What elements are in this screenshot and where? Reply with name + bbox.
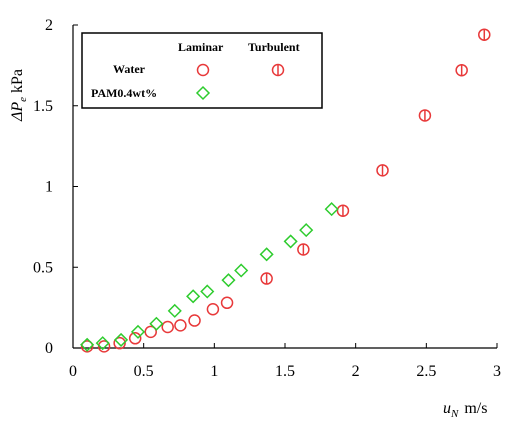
- legend-col-turbulent: Turbulent: [248, 40, 300, 54]
- y-axis-title: ΔPe kPa: [9, 69, 29, 122]
- x-axis-subscript: N: [450, 408, 459, 420]
- x-tick-label: 1: [210, 363, 218, 380]
- legend-frame: [81, 32, 323, 109]
- pam-laminar-point: [221, 273, 236, 288]
- pam-laminar-point: [259, 247, 274, 262]
- water-laminar-point: [97, 340, 111, 353]
- water-laminar-point: [113, 336, 126, 350]
- water-laminar-point: [161, 320, 174, 334]
- water-laminar-point: [80, 340, 94, 353]
- pam-laminar-point: [299, 223, 314, 238]
- pam-laminar-point: [283, 234, 298, 249]
- tick-group: 0 0.5 1 1.5 2 2.5 3 0 0.5 1 1.5 2: [33, 17, 501, 380]
- data-marks: [80, 28, 491, 353]
- x-axis-title: uN m/s: [443, 400, 487, 420]
- pam-laminar-point: [80, 337, 95, 352]
- x-tick-label: 0: [69, 363, 77, 380]
- water-turbulent-point: [478, 28, 491, 41]
- x-tick-label: 2: [352, 363, 360, 380]
- x-tick-label: 0.5: [134, 363, 154, 380]
- pam-laminar-point: [324, 202, 339, 217]
- legend-marker-pam-laminar: [195, 85, 211, 101]
- legend-col-laminar: Laminar: [178, 40, 224, 54]
- water-turbulent-point: [418, 109, 432, 122]
- legend-markers: [195, 63, 285, 101]
- water-laminar-point: [206, 302, 220, 316]
- y-tick-label: 1.5: [33, 98, 53, 115]
- water-laminar-point: [128, 332, 142, 345]
- water-laminar-point: [188, 314, 201, 327]
- water-turbulent-point: [260, 272, 273, 285]
- y-axis-unit: kPa: [9, 69, 26, 93]
- pam-laminar-point: [234, 263, 249, 278]
- water-laminar-point: [144, 325, 157, 339]
- pam-laminar-point: [130, 324, 146, 339]
- water-laminar-point: [174, 319, 187, 332]
- x-axis-symbol: u: [443, 400, 451, 417]
- legend-marker-water-turbulent: [271, 63, 285, 77]
- svg-text:ΔPekPa: ΔPe kPa: [9, 69, 29, 122]
- legend: Laminar Turbulent Water PAM0.4wt%: [81, 32, 323, 109]
- legend-row-pam: PAM0.4wt%: [91, 86, 157, 100]
- x-axis-unit: m/s: [464, 400, 487, 417]
- pam-laminar-point: [95, 336, 110, 351]
- y-axis-subscript: e: [17, 97, 29, 102]
- x-tick-label: 1.5: [275, 363, 295, 380]
- y-tick-label: 1: [45, 179, 53, 196]
- water-turbulent-point: [297, 243, 310, 256]
- y-tick-label: 2: [45, 17, 53, 34]
- pam-laminar-point: [167, 303, 182, 318]
- y-axis-symbol: ΔP: [9, 102, 26, 122]
- water-turbulent-point: [455, 63, 468, 77]
- legend-row-water: Water: [113, 62, 146, 76]
- y-tick-label: 0: [45, 340, 53, 357]
- pam-laminar-point: [186, 289, 201, 304]
- x-tick-label: 3: [493, 363, 501, 380]
- water-laminar-point: [220, 296, 234, 310]
- y-tick-label: 0.5: [33, 259, 53, 276]
- water-turbulent-point: [336, 204, 350, 217]
- pam-laminar-point: [113, 332, 129, 347]
- water-turbulent-point: [376, 164, 389, 177]
- pam-laminar-point: [149, 316, 164, 331]
- pam-laminar-point: [200, 284, 215, 299]
- x-tick-label: 2.5: [416, 363, 436, 380]
- legend-marker-water-laminar: [196, 63, 210, 77]
